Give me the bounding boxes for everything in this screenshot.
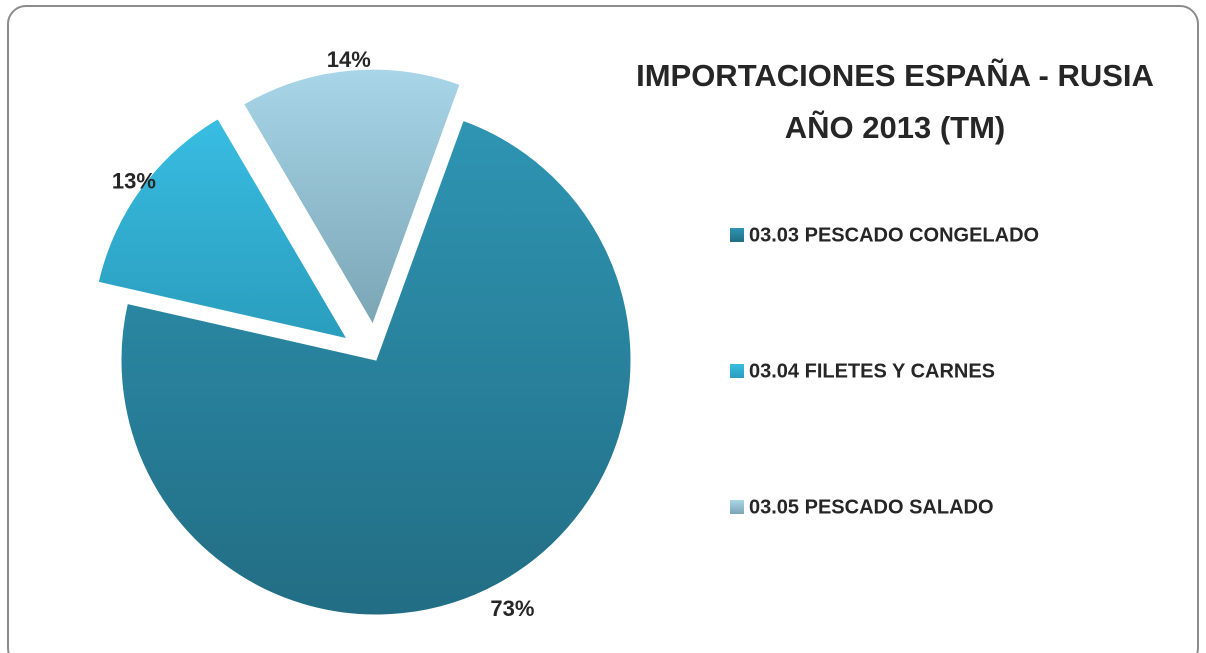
data-label: 13% bbox=[112, 169, 156, 194]
legend-swatch bbox=[730, 500, 744, 514]
legend-swatch bbox=[730, 364, 744, 378]
legend-label: 03.04 FILETES Y CARNES bbox=[749, 360, 995, 382]
legend-swatch bbox=[730, 228, 744, 242]
chart-title: IMPORTACIONES ESPAÑA - RUSIA bbox=[636, 58, 1154, 93]
pie-slice bbox=[243, 68, 461, 326]
pie-slice bbox=[97, 118, 348, 340]
data-label: 14% bbox=[327, 47, 371, 72]
pie-slice bbox=[120, 119, 632, 616]
legend-label: 03.05 PESCADO SALADO bbox=[749, 496, 994, 518]
legend-label: 03.03 PESCADO CONGELADO bbox=[749, 224, 1039, 246]
data-label: 73% bbox=[490, 596, 534, 621]
chart-title: AÑO 2013 (TM) bbox=[785, 110, 1005, 145]
